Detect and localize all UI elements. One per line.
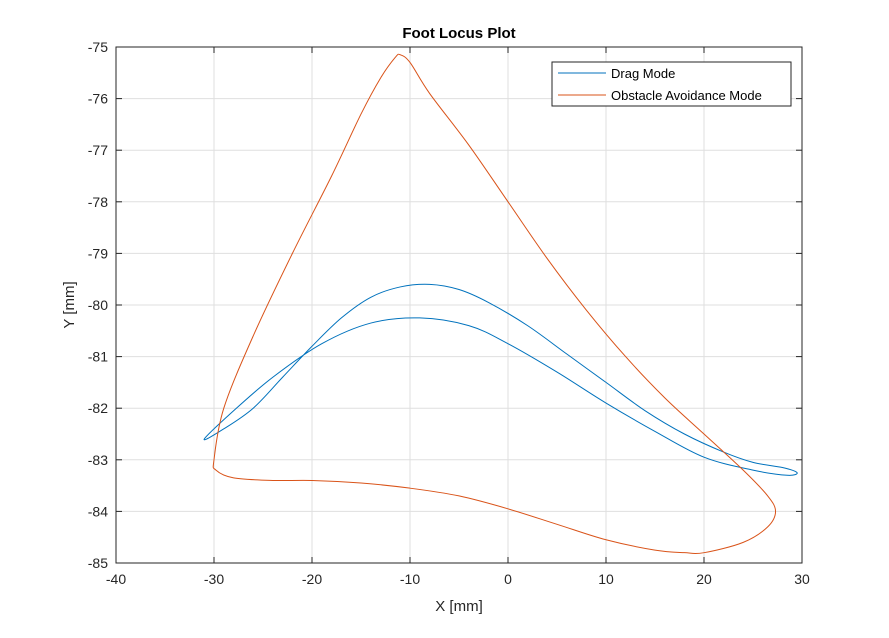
x-tick-label: -30 — [204, 571, 224, 587]
y-tick-label: -77 — [88, 142, 108, 158]
obstacle-avoidance-mode-line — [212, 53, 777, 555]
legend-label-obstacle-avoidance-mode: Obstacle Avoidance Mode — [611, 88, 762, 103]
legend-label-drag-mode: Drag Mode — [611, 66, 675, 81]
y-tick-label: -81 — [88, 349, 108, 365]
drag-mode-line — [203, 283, 798, 476]
x-tick-label: -20 — [302, 571, 322, 587]
y-tick-label: -85 — [88, 555, 108, 571]
x-axis-label: X [mm] — [435, 598, 483, 615]
y-tick-label: -76 — [88, 91, 108, 107]
x-tick-label: 30 — [794, 571, 810, 587]
chart-title: Foot Locus Plot — [402, 25, 515, 42]
y-tick-label: -82 — [88, 400, 108, 416]
y-tick-label: -80 — [88, 297, 108, 313]
y-axis-label: Y [mm] — [61, 281, 78, 328]
x-tick-label: 20 — [696, 571, 712, 587]
x-tick-label: 10 — [598, 571, 614, 587]
y-tick-label: -79 — [88, 245, 108, 261]
x-tick-label: -10 — [400, 571, 420, 587]
ticks: -40 -30 -20 -10 0 10 20 30 -75 -76 -77 -78 -79 -80 -81… — [88, 39, 810, 587]
series-layer — [203, 53, 798, 555]
y-tick-label: -75 — [88, 39, 108, 55]
legend-box — [551, 61, 792, 107]
legend: Drag Mode Obstacle Avoidance Mode — [551, 61, 792, 107]
x-tick-label: 0 — [504, 571, 512, 587]
y-tick-label: -78 — [88, 194, 108, 210]
y-tick-label: -84 — [88, 503, 108, 519]
x-tick-label: -40 — [106, 571, 126, 587]
y-tick-label: -83 — [88, 452, 108, 468]
